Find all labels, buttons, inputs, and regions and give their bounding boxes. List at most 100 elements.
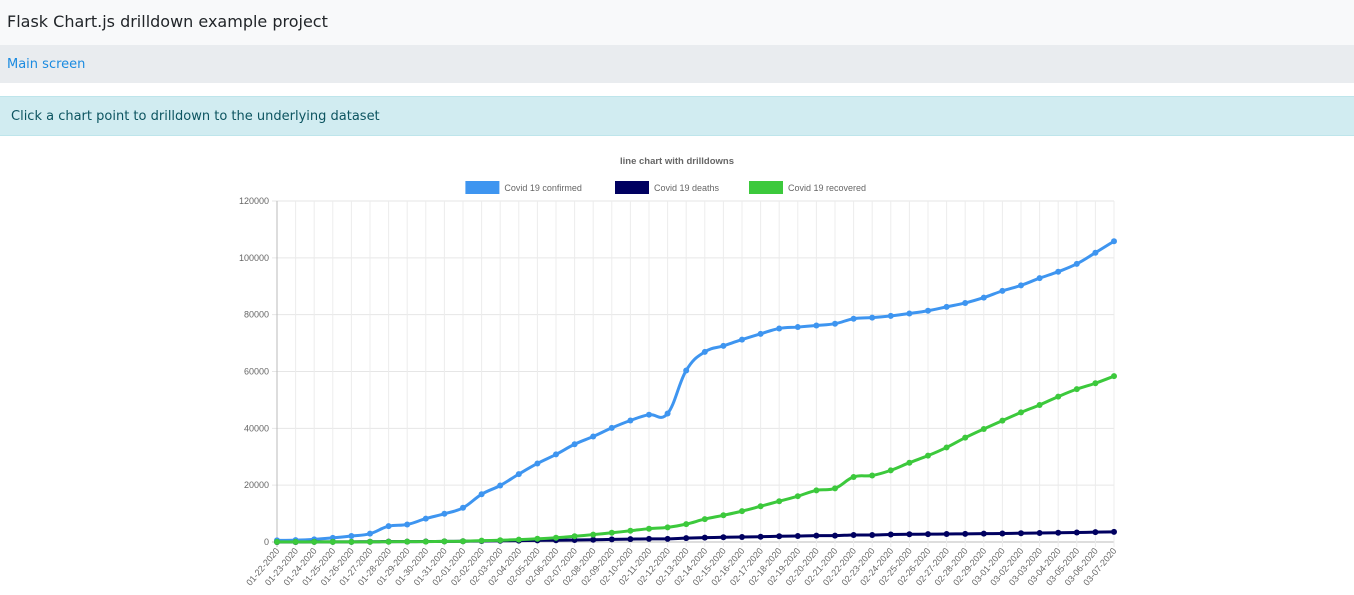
data-point[interactable] bbox=[1073, 386, 1080, 393]
data-point[interactable] bbox=[404, 521, 411, 528]
data-point[interactable] bbox=[739, 508, 745, 515]
data-point[interactable] bbox=[813, 487, 820, 494]
data-point[interactable] bbox=[794, 532, 801, 539]
data-point[interactable] bbox=[980, 425, 987, 432]
data-point[interactable] bbox=[869, 531, 876, 538]
data-point[interactable] bbox=[590, 433, 597, 440]
data-point[interactable] bbox=[571, 441, 578, 448]
data-point[interactable] bbox=[887, 312, 894, 319]
data-point[interactable] bbox=[943, 444, 950, 451]
data-point[interactable] bbox=[422, 515, 429, 522]
data-point[interactable] bbox=[311, 538, 318, 545]
data-point[interactable] bbox=[701, 516, 708, 523]
data-point[interactable] bbox=[720, 534, 727, 541]
data-point[interactable] bbox=[999, 417, 1006, 424]
data-point[interactable] bbox=[590, 536, 597, 543]
data-point[interactable] bbox=[832, 485, 838, 492]
data-point[interactable] bbox=[869, 472, 876, 479]
data-point[interactable] bbox=[906, 531, 913, 538]
data-point[interactable] bbox=[515, 536, 522, 543]
data-point[interactable] bbox=[329, 538, 336, 545]
data-point[interactable] bbox=[534, 460, 541, 467]
data-point[interactable] bbox=[701, 348, 708, 355]
data-point[interactable] bbox=[1111, 528, 1117, 535]
data-point[interactable] bbox=[1073, 529, 1080, 536]
data-point[interactable] bbox=[590, 531, 597, 538]
data-point[interactable] bbox=[497, 537, 504, 544]
data-point[interactable] bbox=[497, 482, 504, 489]
data-point[interactable] bbox=[925, 307, 931, 314]
data-point[interactable] bbox=[385, 538, 392, 545]
data-point[interactable] bbox=[646, 525, 652, 532]
data-point[interactable] bbox=[1092, 249, 1099, 256]
data-point[interactable] bbox=[646, 411, 652, 418]
data-point[interactable] bbox=[1055, 268, 1062, 275]
data-point[interactable] bbox=[1018, 409, 1024, 416]
data-point[interactable] bbox=[980, 294, 987, 301]
data-point[interactable] bbox=[1036, 530, 1043, 537]
data-point[interactable] bbox=[385, 523, 392, 530]
data-point[interactable] bbox=[1036, 275, 1043, 282]
data-point[interactable] bbox=[515, 471, 522, 478]
data-point[interactable] bbox=[794, 493, 801, 500]
data-point[interactable] bbox=[627, 527, 634, 534]
data-point[interactable] bbox=[925, 452, 931, 459]
data-point[interactable] bbox=[943, 303, 950, 310]
data-point[interactable] bbox=[348, 538, 355, 545]
data-point[interactable] bbox=[962, 434, 969, 441]
data-point[interactable] bbox=[274, 538, 280, 545]
data-point[interactable] bbox=[962, 530, 969, 537]
data-point[interactable] bbox=[943, 531, 950, 538]
data-point[interactable] bbox=[460, 538, 466, 545]
data-point[interactable] bbox=[999, 530, 1006, 537]
data-point[interactable] bbox=[1055, 529, 1062, 536]
data-point[interactable] bbox=[794, 324, 801, 331]
data-point[interactable] bbox=[683, 521, 690, 528]
data-point[interactable] bbox=[1018, 530, 1024, 537]
data-point[interactable] bbox=[608, 424, 615, 431]
data-point[interactable] bbox=[832, 532, 838, 539]
data-point[interactable] bbox=[887, 531, 894, 538]
data-point[interactable] bbox=[627, 536, 634, 543]
data-point[interactable] bbox=[422, 538, 429, 545]
data-point[interactable] bbox=[441, 538, 448, 545]
data-point[interactable] bbox=[1018, 282, 1024, 289]
data-point[interactable] bbox=[534, 535, 541, 542]
data-point[interactable] bbox=[553, 451, 559, 458]
data-point[interactable] bbox=[1111, 373, 1117, 380]
data-point[interactable] bbox=[925, 531, 931, 538]
data-point[interactable] bbox=[1036, 401, 1043, 408]
data-point[interactable] bbox=[646, 535, 652, 542]
data-point[interactable] bbox=[292, 538, 299, 545]
data-point[interactable] bbox=[850, 315, 857, 322]
data-point[interactable] bbox=[608, 536, 615, 543]
data-point[interactable] bbox=[608, 529, 615, 536]
data-point[interactable] bbox=[776, 533, 783, 540]
data-point[interactable] bbox=[739, 533, 745, 540]
app-title[interactable]: Flask Chart.js drilldown example project bbox=[7, 12, 328, 31]
data-point[interactable] bbox=[1111, 238, 1117, 245]
main-screen-link[interactable]: Main screen bbox=[7, 57, 86, 72]
data-point[interactable] bbox=[1092, 529, 1099, 536]
data-point[interactable] bbox=[980, 530, 987, 537]
data-point[interactable] bbox=[664, 524, 671, 531]
data-point[interactable] bbox=[776, 325, 783, 332]
data-point[interactable] bbox=[720, 512, 727, 519]
data-point[interactable] bbox=[683, 535, 690, 542]
data-point[interactable] bbox=[348, 532, 355, 539]
data-point[interactable] bbox=[460, 504, 466, 511]
data-point[interactable] bbox=[571, 533, 578, 540]
data-point[interactable] bbox=[664, 410, 671, 417]
data-point[interactable] bbox=[776, 498, 783, 505]
data-point[interactable] bbox=[478, 537, 485, 544]
data-point[interactable] bbox=[757, 533, 764, 540]
data-point[interactable] bbox=[962, 299, 969, 306]
data-point[interactable] bbox=[1073, 260, 1080, 267]
data-point[interactable] bbox=[887, 467, 894, 474]
data-point[interactable] bbox=[906, 459, 913, 466]
data-point[interactable] bbox=[553, 534, 559, 541]
data-point[interactable] bbox=[869, 314, 876, 321]
data-point[interactable] bbox=[701, 534, 708, 541]
data-point[interactable] bbox=[627, 417, 634, 424]
data-point[interactable] bbox=[1055, 393, 1062, 400]
